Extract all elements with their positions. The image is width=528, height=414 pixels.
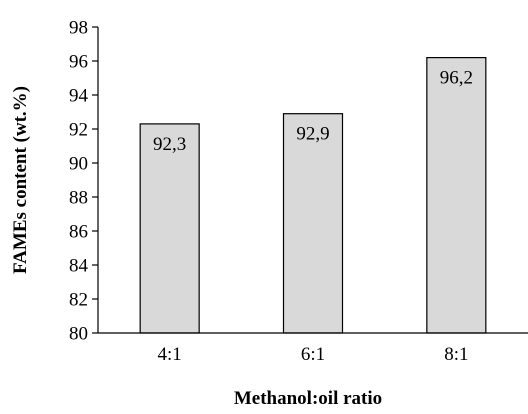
y-tick-label: 90: [69, 154, 88, 175]
y-tick-label: 84: [69, 256, 89, 277]
bar-4:1: [139, 123, 200, 334]
x-axis-ticks: 4:1 6:1 8:1: [158, 344, 469, 365]
x-tick-label: 4:1: [158, 344, 182, 365]
bar-value-label: 92,3: [153, 134, 186, 155]
y-tick-label: 96: [69, 52, 88, 73]
y-axis-title: FAMEs content (wt.%): [10, 86, 31, 274]
bars: 92,3 92,9 96,2: [139, 56, 487, 334]
y-axis-ticks: 80 82 84 86 88 90 92 94 96 98: [69, 18, 98, 345]
y-tick-label: 82: [69, 290, 88, 311]
y-tick-label: 98: [69, 18, 88, 39]
y-tick-label: 80: [69, 324, 88, 345]
x-tick-label: 6:1: [301, 344, 325, 365]
y-tick-label: 94: [69, 86, 89, 107]
x-tick-label: 8:1: [444, 344, 468, 365]
bar-value-label: 96,2: [440, 68, 473, 89]
bar-value-label: 92,9: [296, 124, 329, 145]
bar-8:1: [426, 56, 487, 334]
x-axis-title: Methanol:oil ratio: [234, 388, 382, 409]
bar-6:1: [282, 113, 344, 334]
y-tick-label: 86: [69, 222, 88, 243]
y-tick-label: 92: [69, 120, 88, 141]
y-tick-label: 88: [69, 188, 88, 209]
